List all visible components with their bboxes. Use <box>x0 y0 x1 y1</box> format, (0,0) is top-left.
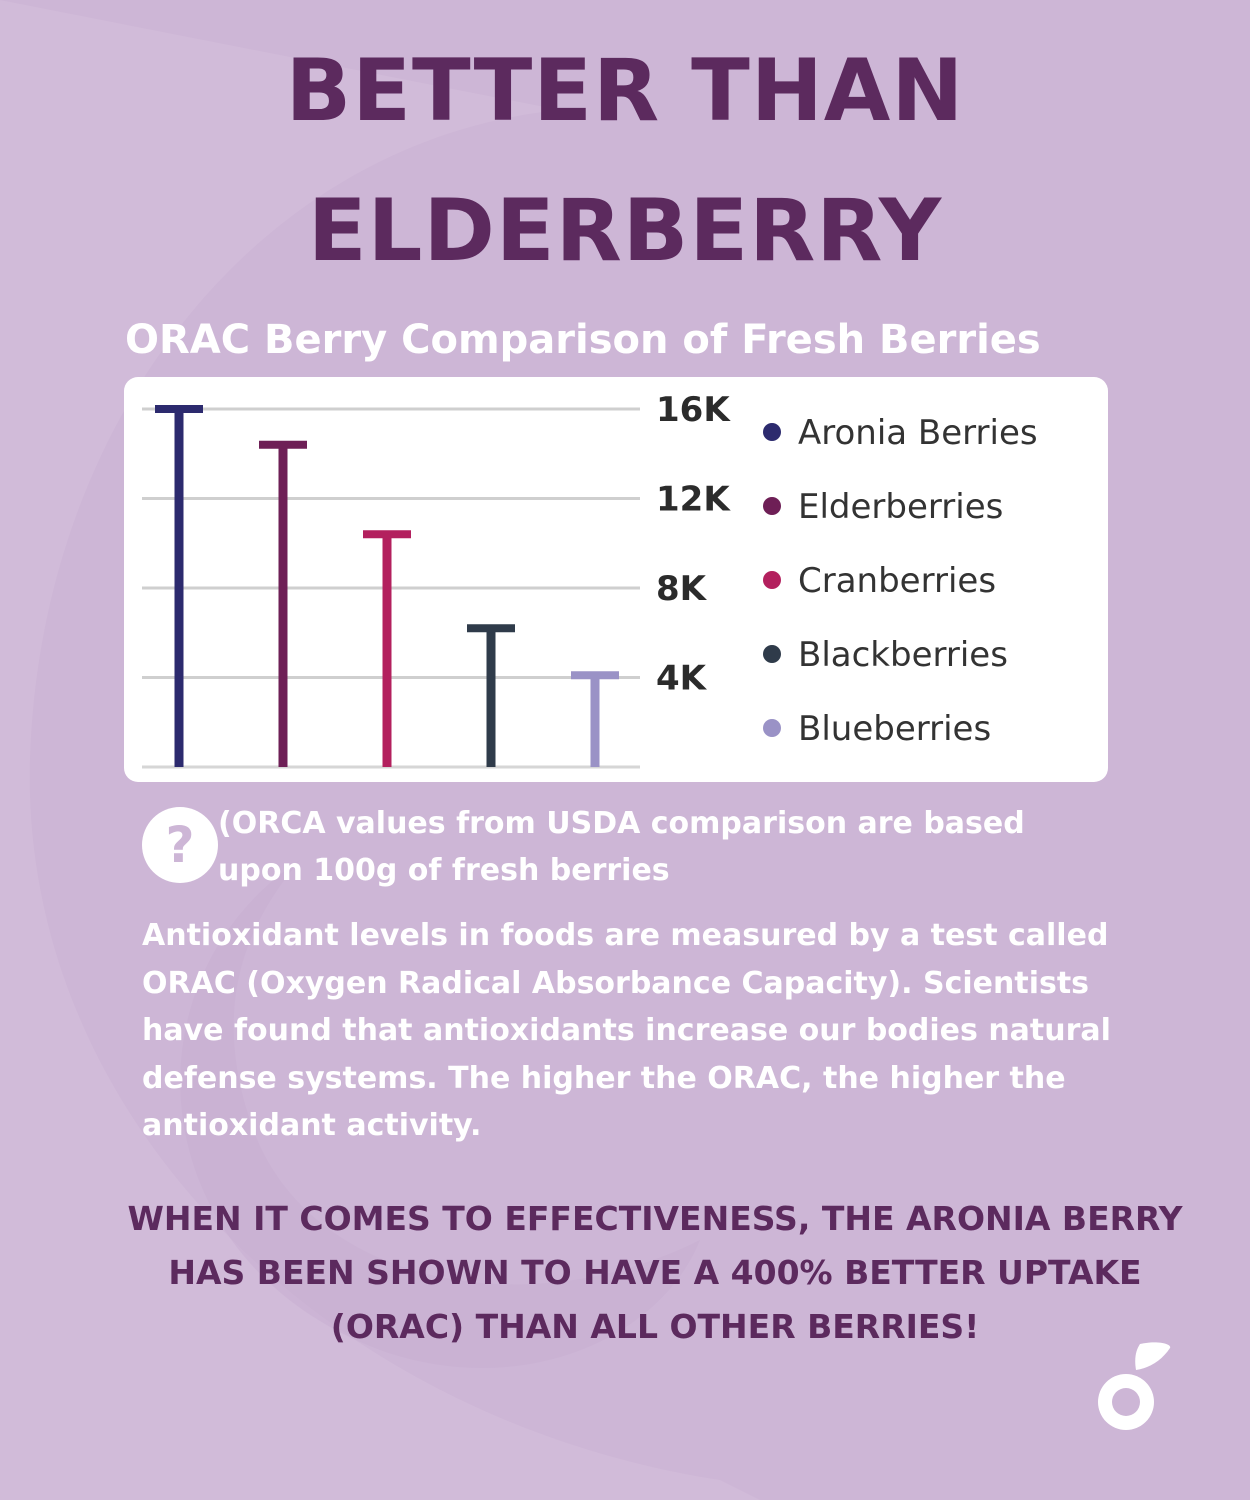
headline-line-2: ELDERBERRY <box>307 181 943 281</box>
usda-note: (ORCA values from USDA comparison are ba… <box>218 806 1025 888</box>
legend-label-blueberries: Blueberries <box>798 709 991 749</box>
chart-title: ORAC Berry Comparison of Fresh Berries <box>125 317 1041 363</box>
headline-line-1: BETTER THAN <box>285 41 965 141</box>
legend-marker-elderberries <box>763 497 781 515</box>
question-icon: ? <box>142 807 218 883</box>
legend-label-blackberries: Blackberries <box>798 635 1008 675</box>
orac-bar-chart: 4K 8K 12K 16K Aronia Berries Elderberries Cran… <box>142 390 1038 769</box>
legend-marker-blueberries <box>763 719 781 737</box>
legend-marker-blackberries <box>763 645 781 663</box>
y-tick-label-12k: 12K <box>656 480 731 520</box>
berry-logo-icon <box>1098 1342 1171 1430</box>
legend-label-elderberries: Elderberries <box>798 487 1003 527</box>
legend-marker-aronia-berries <box>763 423 781 441</box>
legend-label-cranberries: Cranberries <box>798 561 996 601</box>
y-tick-label-4k: 4K <box>656 659 708 699</box>
chart-card: 4K 8K 12K 16K Aronia Berries Elderberries Cran… <box>124 377 1108 782</box>
legend-label-aronia-berries: Aronia Berries <box>798 413 1038 453</box>
legend-marker-cranberries <box>763 571 781 589</box>
y-tick-label-8k: 8K <box>656 569 708 609</box>
orac-explanation: Antioxidant levels in foods are measured… <box>142 918 1111 1143</box>
y-tick-label-16k: 16K <box>656 390 731 430</box>
effectiveness-callout: WHEN IT COMES TO EFFECTIVENESS, THE ARON… <box>127 1199 1183 1346</box>
